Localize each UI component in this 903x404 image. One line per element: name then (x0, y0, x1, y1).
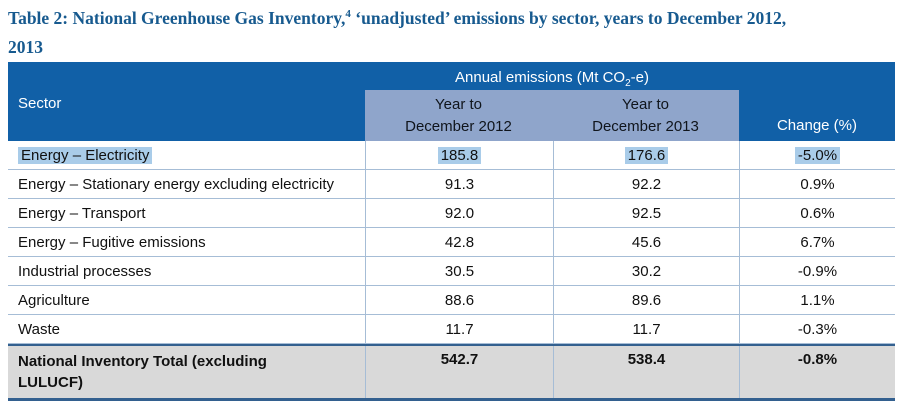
value-2012-cell: 92.0 (365, 199, 553, 227)
change-cell: 1.1% (739, 286, 895, 314)
table-row-waste[interactable]: Waste 11.7 11.7 -0.3% (8, 315, 895, 344)
change-cell: -5.0% (739, 141, 895, 169)
value-2012-cell: 542.7 (365, 346, 553, 398)
annual-header-suffix: -e) (630, 69, 649, 86)
value-2013-cell: 92.5 (553, 199, 739, 227)
change-cell: 6.7% (739, 228, 895, 256)
selected-text: 185.8 (437, 146, 482, 164)
table-row-energy-fugitive[interactable]: Energy – Fugitive emissions 42.8 45.6 6.… (8, 228, 895, 257)
change-cell: 0.6% (739, 199, 895, 227)
column-header-change: Change (%) (776, 117, 858, 134)
footnote-marker: 4 (345, 8, 351, 21)
column-header-year-2012: Year to December 2012 (365, 90, 552, 141)
table-row-national-total[interactable]: National Inventory Total (excluding LULU… (8, 344, 895, 401)
change-cell: 0.9% (739, 170, 895, 198)
column-header-year-2013: Year to December 2013 (552, 90, 739, 141)
sector-cell: National Inventory Total (excluding LULU… (18, 353, 267, 391)
value-2012-cell: 11.7 (365, 315, 553, 343)
year-2013-line1: Year to (622, 95, 669, 113)
sector-cell: Energy – Electricity (8, 141, 365, 169)
year-subheader-band: Year to December 2012 Year to December 2… (365, 90, 739, 141)
selected-text: -5.0% (794, 146, 841, 164)
sector-cell: Energy – Transport (18, 204, 146, 222)
caption-line2: 2013 (8, 37, 43, 57)
value-2012-cell: 88.6 (365, 286, 553, 314)
column-header-sector: Sector (18, 95, 62, 112)
table-caption: Table 2: National Greenhouse Gas Invento… (8, 4, 900, 62)
value-2012-cell: 91.3 (365, 170, 553, 198)
caption-text-prefix: Table 2: National Greenhouse Gas Invento… (8, 8, 346, 28)
sector-cell: Waste (18, 320, 60, 338)
value-2013-cell: 11.7 (553, 315, 739, 343)
co2-subscript: 2 (625, 78, 631, 89)
sector-cell: Energy – Stationary energy excluding ele… (18, 175, 334, 193)
column-group-header-annual-emissions: Annual emissions (Mt CO2-e) (365, 69, 739, 89)
year-2012-line1: Year to (435, 95, 482, 113)
selected-text: Energy – Electricity (18, 146, 153, 164)
change-cell: -0.8% (739, 346, 895, 398)
sector-cell: Energy – Fugitive emissions (18, 233, 206, 251)
sector-cell: Industrial processes (18, 262, 152, 280)
value-2012-cell: 185.8 (365, 141, 553, 169)
table-header: Sector Annual emissions (Mt CO2-e) Year … (8, 62, 895, 141)
table-row-industrial-processes[interactable]: Industrial processes 30.5 30.2 -0.9% (8, 257, 895, 286)
emissions-table: Sector Annual emissions (Mt CO2-e) Year … (8, 62, 895, 401)
value-2013-cell: 45.6 (553, 228, 739, 256)
table-row-energy-electricity[interactable]: Energy – Electricity 185.8 176.6 -5.0% (8, 141, 895, 170)
year-2013-line2: December 2013 (592, 117, 699, 135)
value-2013-cell: 92.2 (553, 170, 739, 198)
value-2013-cell: 176.6 (553, 141, 739, 169)
value-2013-cell: 89.6 (553, 286, 739, 314)
change-cell: -0.9% (739, 257, 895, 285)
sector-cell: Agriculture (18, 291, 90, 309)
value-2012-cell: 30.5 (365, 257, 553, 285)
selected-text: 176.6 (624, 146, 669, 164)
value-2012-cell: 42.8 (365, 228, 553, 256)
annual-header-text: Annual emissions (Mt CO (455, 69, 626, 86)
table-row-energy-stationary[interactable]: Energy – Stationary energy excluding ele… (8, 170, 895, 199)
value-2013-cell: 538.4 (553, 346, 739, 398)
table-row-energy-transport[interactable]: Energy – Transport 92.0 92.5 0.6% (8, 199, 895, 228)
value-2013-cell: 30.2 (553, 257, 739, 285)
caption-text-suffix: ‘unadjusted’ emissions by sector, years … (350, 8, 787, 28)
table-row-agriculture[interactable]: Agriculture 88.6 89.6 1.1% (8, 286, 895, 315)
year-2012-line2: December 2012 (405, 117, 512, 135)
change-cell: -0.3% (739, 315, 895, 343)
